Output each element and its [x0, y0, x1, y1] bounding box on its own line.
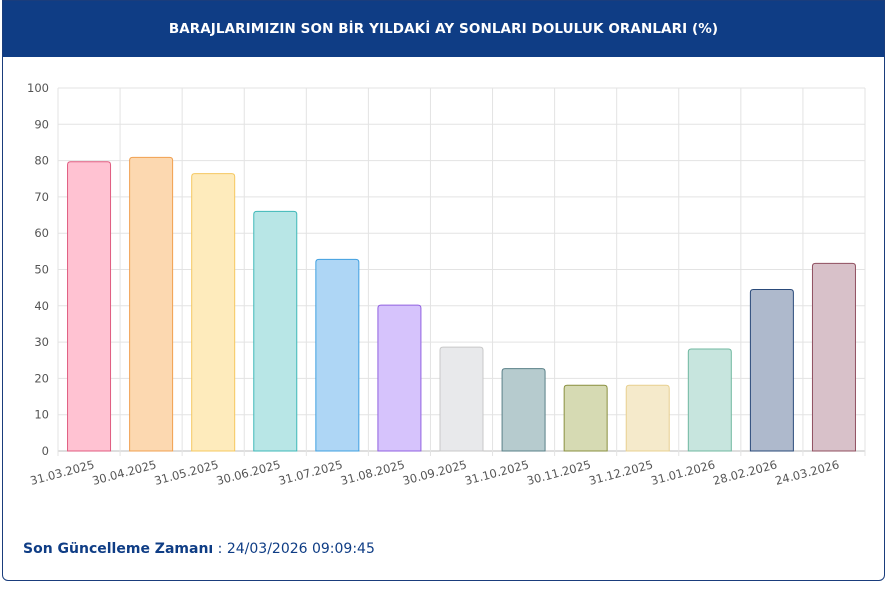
- bar-chart: 0 10 20 30 40 50 60 70 80 90 100 31.03.202530.04.20…: [27, 81, 866, 488]
- x-tick-label: 28.02.2026: [711, 457, 778, 488]
- x-tick-label: 24.03.2026: [773, 457, 840, 488]
- y-tick-label: 80: [34, 154, 49, 168]
- y-tick-label: 70: [34, 190, 49, 204]
- bar: [315, 258, 360, 452]
- bar: [501, 368, 546, 452]
- bar: [749, 288, 794, 452]
- x-tick-label: 31.07.2025: [277, 457, 344, 488]
- y-tick-label: 30: [34, 335, 49, 349]
- bar: [439, 346, 484, 452]
- bar: [687, 348, 732, 452]
- y-tick-label: 60: [34, 226, 49, 240]
- x-tick-label: 31.03.2025: [29, 457, 96, 488]
- x-tick-label: 30.11.2025: [525, 457, 592, 488]
- y-tick-label: 0: [42, 444, 49, 458]
- x-tick-label: 31.12.2025: [587, 457, 654, 488]
- chart-title: BARAJLARIMIZIN SON BİR YILDAKİ AY SONLAR…: [168, 21, 719, 37]
- last-update-label: Son Güncelleme Zamanı: [23, 541, 214, 557]
- chart-header: BARAJLARIMIZIN SON BİR YILDAKİ AY SONLAR…: [3, 1, 884, 57]
- last-update-value: 24/03/2026 09:09:45: [226, 541, 375, 557]
- bar: [625, 384, 670, 452]
- y-tick-label: 10: [34, 408, 49, 422]
- last-update: Son Güncelleme Zamanı : 24/03/2026 09:09…: [23, 541, 375, 557]
- x-tick-label: 31.05.2025: [153, 457, 220, 488]
- last-update-separator: :: [213, 541, 227, 557]
- bar: [191, 173, 236, 452]
- x-tick-label: 31.08.2025: [339, 457, 406, 488]
- bar: [67, 161, 112, 452]
- y-tick-label: 50: [34, 263, 49, 277]
- x-tick-label: 31.10.2025: [463, 457, 530, 488]
- bar: [563, 384, 608, 452]
- x-tick-label: 30.09.2025: [401, 457, 468, 488]
- x-tick-label: 30.04.2025: [91, 457, 158, 488]
- y-tick-label: 100: [27, 81, 49, 95]
- bar: [811, 262, 856, 452]
- x-tick-label: 30.06.2025: [215, 457, 282, 488]
- y-tick-label: 90: [34, 117, 49, 131]
- y-tick-label: 20: [34, 371, 49, 385]
- y-tick-label: 40: [34, 299, 49, 313]
- bar: [253, 210, 298, 452]
- x-tick-label: 31.01.2026: [649, 457, 716, 488]
- bar: [377, 304, 422, 452]
- bar: [129, 156, 174, 452]
